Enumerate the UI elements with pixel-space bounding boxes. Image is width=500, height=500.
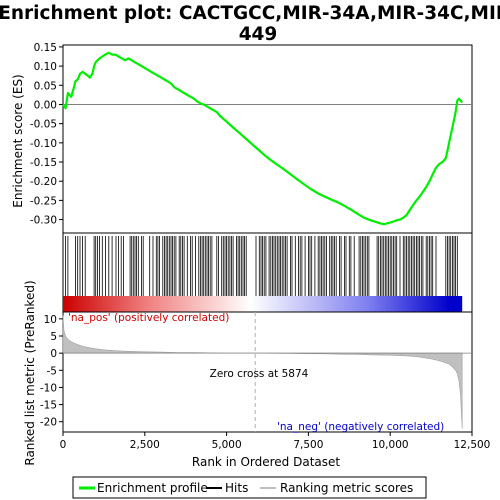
chart-title-line-2: 449 — [239, 24, 278, 45]
es-ytick-label: -0.25 — [30, 195, 57, 207]
es-axis-label: Enrichment score (ES) — [11, 74, 25, 207]
es-ytick-label: -0.10 — [30, 138, 57, 150]
legend: Enrichment profile Hits Ranking metric s… — [72, 476, 427, 499]
metric-ytick-label: -15 — [40, 400, 57, 412]
chart-title-line-1: Enrichment plot: CACTGCC,MIR-34A,MIR-34C… — [0, 3, 500, 24]
es-ytick-label: 0.10 — [34, 61, 57, 73]
es-ytick-label: -0.15 — [30, 157, 57, 169]
rank-axis-label: Rank in Ordered Dataset — [192, 455, 340, 469]
es-ytick-label: 0.05 — [34, 80, 57, 92]
es-ytick-label: -0.05 — [30, 119, 57, 131]
rank-xtick-label: 7,500 — [293, 439, 323, 451]
legend-enrichment-label: Enrichment profile — [97, 481, 208, 495]
rank-xtick-label: 12,500 — [454, 439, 491, 451]
metric-plot-frame — [62, 311, 473, 433]
enrichment-profile-line — [62, 51, 464, 226]
enrichment-score-panel: 0.15 0.10 0.05 0.00 -0.05 -0.10 -0.15 -0.20 -0.2… — [30, 42, 473, 234]
na-pos-label: 'na_pos' (positively correlated) — [68, 312, 229, 324]
es-ytick-label: 0.15 — [34, 42, 57, 54]
metric-ytick-label: -5 — [47, 365, 57, 377]
es-ytick-label: 0.00 — [34, 99, 57, 111]
legend-hits-label: Hits — [225, 481, 248, 495]
zero-cross-label: Zero cross at 5874 — [210, 368, 309, 380]
metric-ytick-label: -10 — [40, 382, 57, 394]
rank-xtick-label: 0 — [60, 439, 67, 451]
metric-ytick-label: -20 — [40, 417, 57, 429]
metric-ytick-label: 5 — [50, 331, 57, 343]
es-ytick-label: -0.30 — [30, 215, 57, 227]
es-ytick-label: -0.20 — [30, 176, 57, 188]
metric-ytick-label: 0 — [50, 348, 57, 360]
rank-xtick-label: 5,000 — [212, 439, 242, 451]
hits-panel — [62, 232, 473, 313]
metric-ytick-label: 10 — [44, 314, 57, 326]
es-plot-frame — [62, 44, 473, 234]
metric-axis-label: Ranked list metric (PreRanked) — [23, 280, 37, 465]
rank-xtick-label: 10,000 — [372, 439, 409, 451]
legend-metric-label: Ranking metric scores — [280, 481, 413, 495]
rank-xtick-label: 2,500 — [130, 439, 160, 451]
legend-box — [72, 476, 427, 499]
na-neg-label: 'na_neg' (negatively correlated) — [277, 421, 444, 433]
rank-color-bar — [63, 296, 463, 312]
